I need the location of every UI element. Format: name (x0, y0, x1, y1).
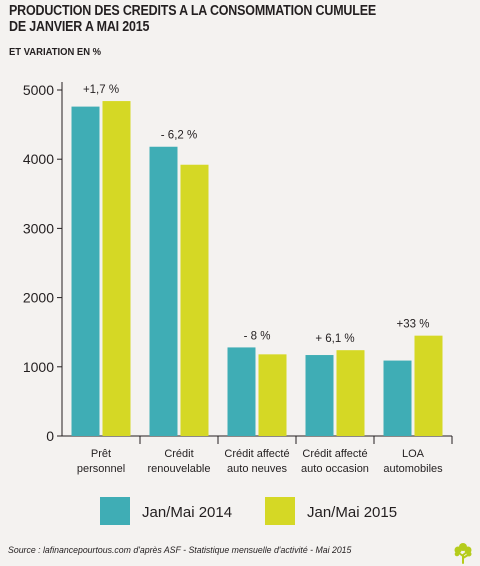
x-tick-label: auto neuves (227, 463, 287, 475)
bar (71, 106, 100, 436)
x-tick-label: Crédit (164, 448, 193, 460)
variation-label: + 6,1 % (315, 333, 354, 345)
y-tick-label: 1000 (23, 359, 54, 375)
legend-swatch (100, 497, 130, 525)
tree-icon (454, 543, 472, 564)
chart-title: PRODUCTION DES CREDITS A LA CONSOMMATION… (9, 3, 405, 35)
variation-label: - 8 % (244, 330, 271, 342)
x-tick-label: LOA (402, 448, 425, 460)
bar (305, 355, 334, 436)
chart-title-line-1: PRODUCTION DES CREDITS A LA CONSOMMATION… (9, 3, 377, 19)
legend-label: Jan/Mai 2014 (142, 504, 232, 521)
variation-label: - 6,2 % (161, 130, 197, 142)
y-tick-label: 4000 (23, 151, 54, 167)
chart-subtitle: ET VARIATION EN % (9, 46, 102, 58)
bar (149, 146, 178, 436)
bar (336, 350, 365, 436)
bar (180, 164, 209, 436)
source-note: Source : lafinancepourtous.com d'après A… (8, 545, 352, 556)
x-tick-label: Crédit affecté (302, 448, 367, 460)
x-tick-label: Prêt (91, 448, 111, 460)
bar (102, 101, 131, 437)
x-tick-label: personnel (77, 463, 125, 475)
variation-label: +1,7 % (83, 84, 119, 96)
bar (383, 360, 412, 436)
variation-label: +33 % (397, 319, 430, 331)
y-tick-label: 0 (46, 428, 54, 444)
bar (227, 347, 256, 436)
chart-title-line-2: DE JANVIER A MAI 2015 (9, 19, 150, 35)
bar (258, 354, 287, 436)
x-tick-label: automobiles (383, 463, 443, 475)
x-tick-label: auto occasion (301, 463, 369, 475)
y-tick-label: 5000 (23, 82, 54, 98)
x-tick-label: renouvelable (148, 463, 211, 475)
bar (414, 335, 443, 436)
x-tick-label: Crédit affecté (224, 448, 289, 460)
y-tick-label: 3000 (23, 220, 54, 236)
legend-swatch (265, 497, 295, 525)
legend-label: Jan/Mai 2015 (307, 504, 397, 521)
y-tick-label: 2000 (23, 290, 54, 306)
